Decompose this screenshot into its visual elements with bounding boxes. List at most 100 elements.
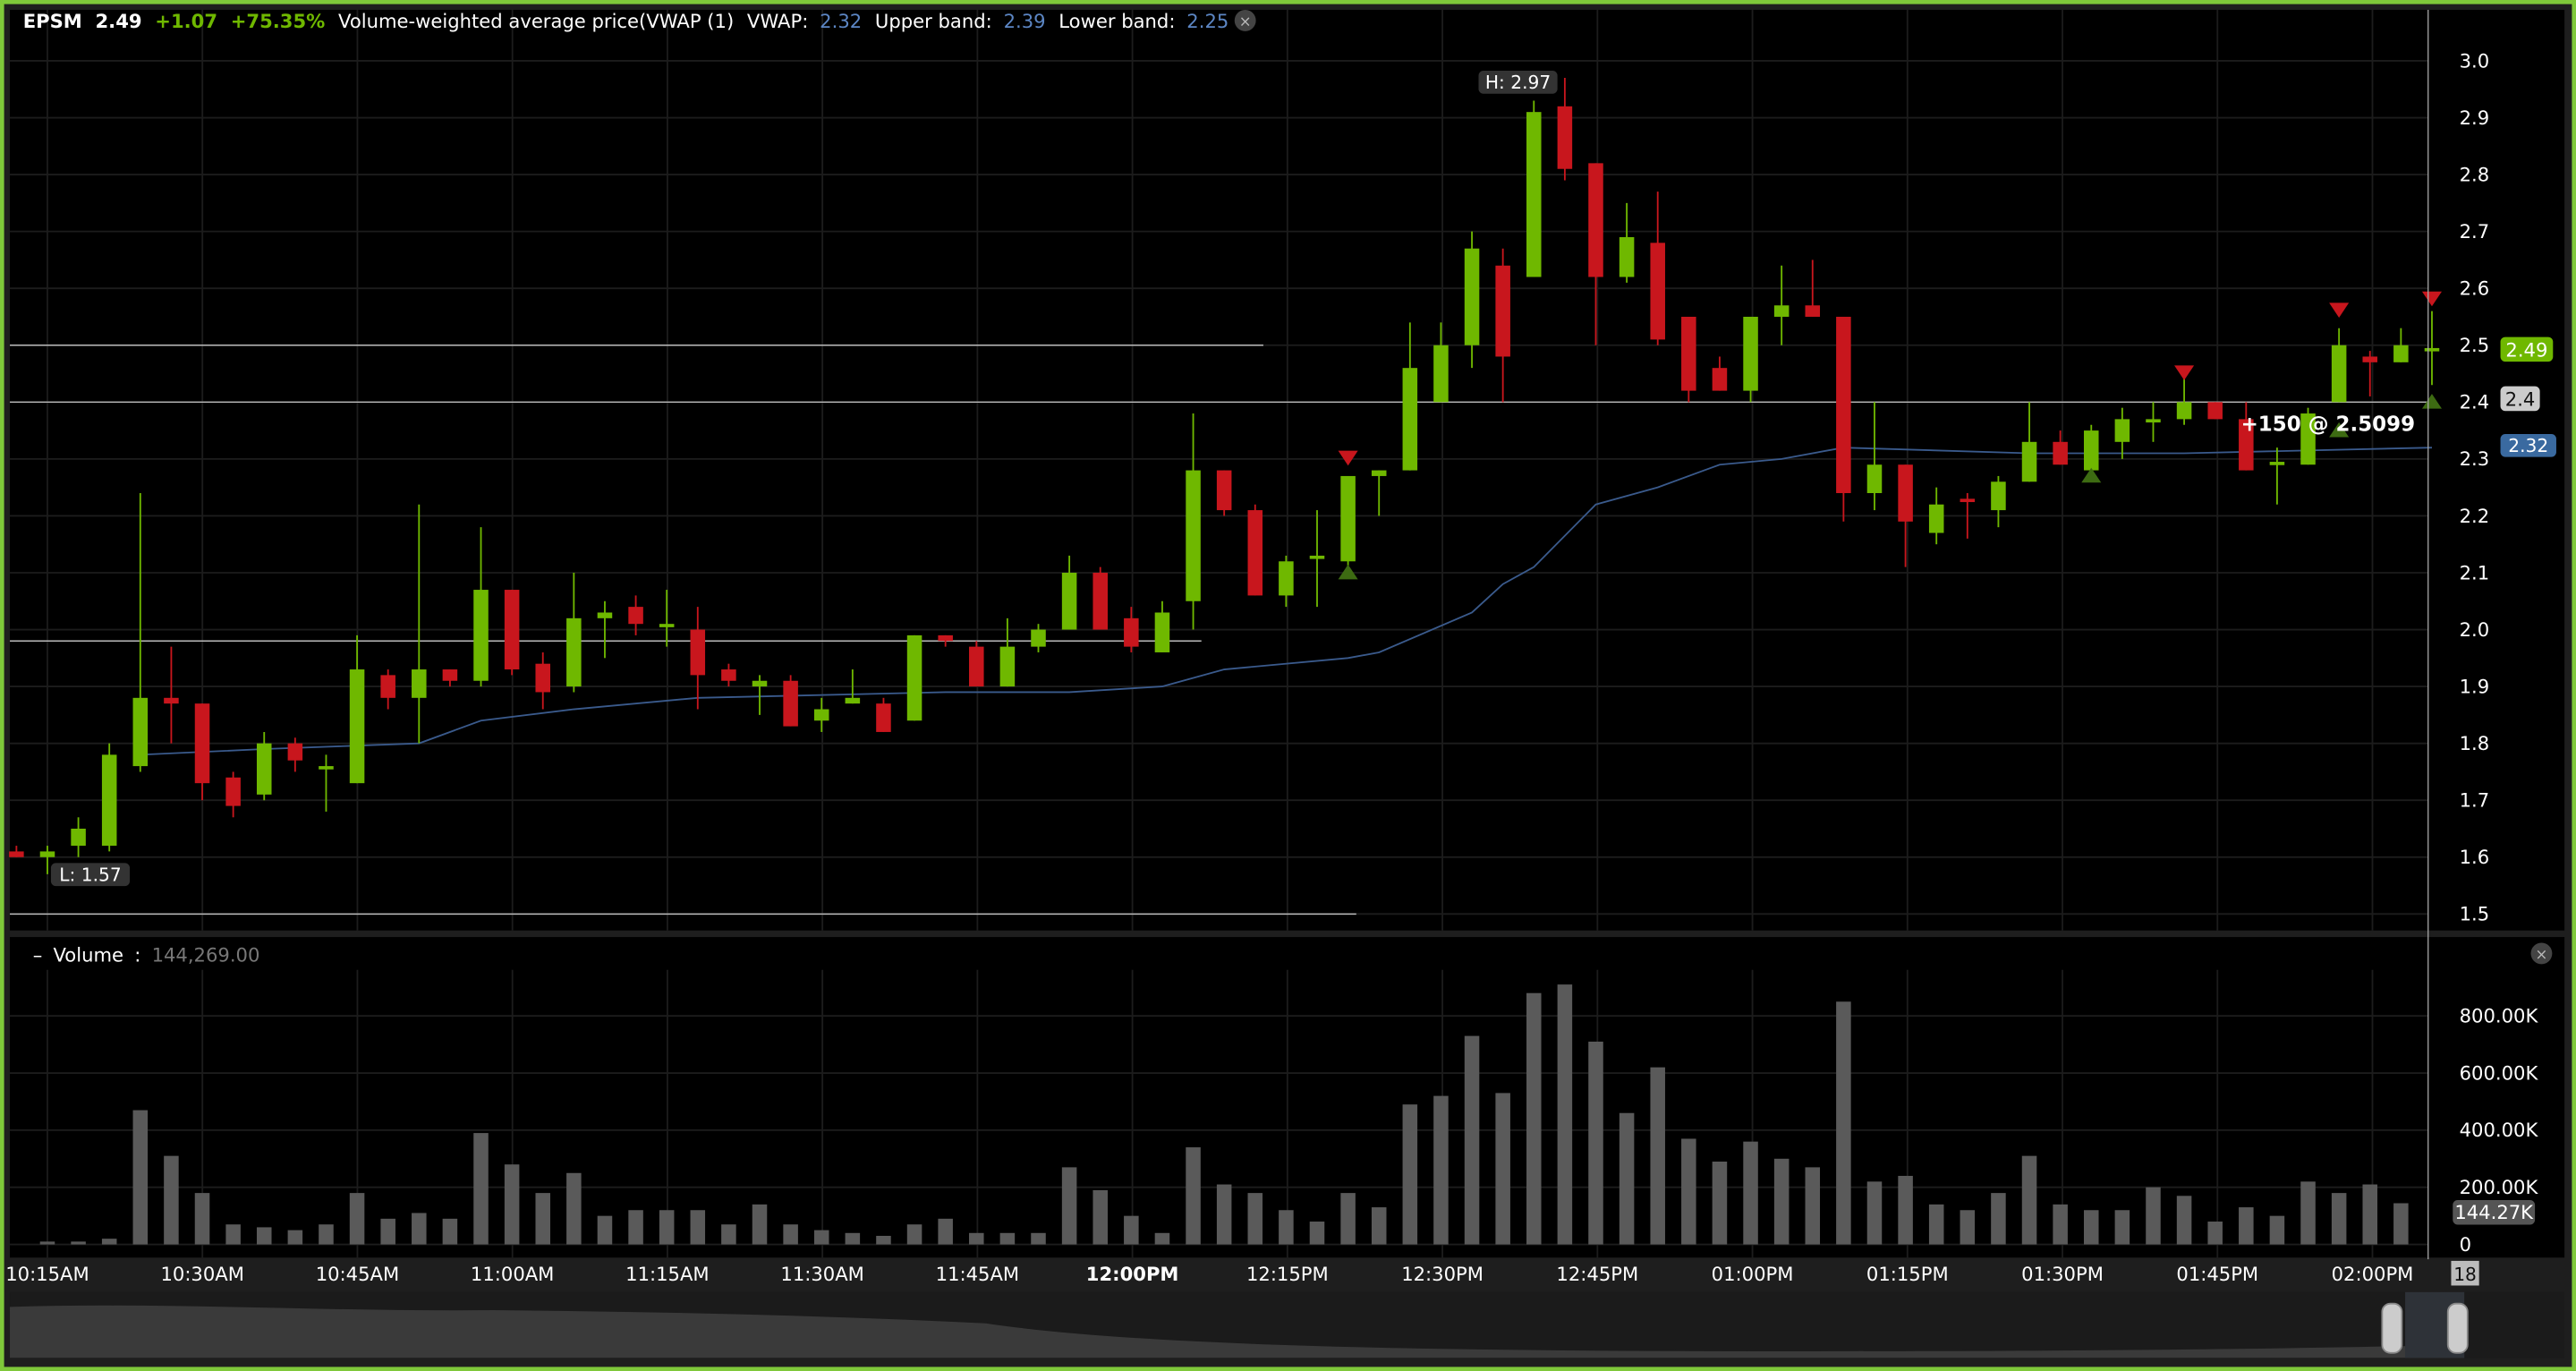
price-tick-label: 1.6 — [2460, 846, 2490, 868]
volume-bar — [2207, 1222, 2223, 1245]
upper-band-label: Upper band: — [875, 10, 992, 32]
volume-value: 144,269.00 — [152, 944, 260, 967]
volume-bar — [101, 1239, 117, 1245]
candle-body — [1681, 316, 1696, 391]
vwap-value: 2.32 — [820, 10, 862, 32]
candle-body — [39, 851, 55, 857]
candle-body — [1309, 555, 1325, 559]
volume-bar — [1991, 1193, 2006, 1245]
candle-body — [349, 669, 365, 784]
navigator[interactable] — [10, 1291, 2565, 1358]
price-tick-label: 3.0 — [2460, 49, 2490, 72]
navigator-area — [10, 1305, 2465, 1358]
trade-markers — [1338, 291, 2442, 580]
candle — [1279, 555, 1294, 608]
candle-body — [319, 766, 334, 770]
volume-bar — [845, 1232, 861, 1245]
candle — [2146, 402, 2161, 442]
candle — [225, 771, 241, 818]
remove-volume-button[interactable]: × — [2530, 942, 2553, 965]
candle — [504, 590, 520, 676]
candle-body — [1866, 464, 1883, 494]
grid — [10, 10, 2428, 1260]
volume-bar — [566, 1172, 582, 1245]
volume-bar — [1124, 1215, 1139, 1245]
candle-body — [1743, 316, 1758, 391]
candle — [1960, 493, 1976, 539]
time-tick-label: 11:30AM — [780, 1263, 863, 1285]
candle-body — [1279, 561, 1294, 596]
candle-body — [2083, 430, 2099, 471]
volume-bar — [1619, 1112, 1635, 1245]
volume-bar — [1866, 1181, 1883, 1245]
candle — [1836, 316, 1851, 522]
volume-tick-label: 800.00K — [2460, 1005, 2539, 1027]
candle — [1495, 248, 1510, 403]
candle-body — [380, 675, 395, 698]
candle-body — [1495, 265, 1510, 357]
candle — [1526, 100, 1542, 277]
candle — [876, 697, 891, 732]
volume-bar — [690, 1210, 706, 1245]
volume-tick-label: 600.00K — [2460, 1061, 2539, 1084]
candle-body — [1898, 464, 1913, 522]
candle — [412, 504, 427, 744]
volume-bar — [1526, 992, 1542, 1245]
candle-body — [2424, 347, 2440, 352]
candle — [783, 675, 798, 727]
candles — [9, 78, 2440, 874]
change: +1.07 — [155, 10, 217, 32]
volume-bar — [2300, 1181, 2316, 1245]
price-tick-label: 1.5 — [2460, 903, 2490, 925]
change-percent: +75.35% — [231, 10, 326, 32]
candle-body — [535, 663, 551, 693]
navigator-right-handle[interactable] — [2446, 1302, 2469, 1354]
candle-body — [566, 617, 582, 687]
candle — [1928, 487, 1944, 545]
candle-body — [1960, 498, 1976, 503]
volume-bar — [1557, 984, 1573, 1245]
candle-body — [2207, 402, 2223, 420]
volume-bar — [1898, 1175, 1913, 1245]
price-tick-label: 1.9 — [2460, 675, 2490, 697]
candle — [194, 703, 210, 801]
candle — [71, 817, 86, 857]
candle — [845, 669, 861, 704]
symbol: EPSM — [23, 10, 82, 32]
candle-body — [2021, 441, 2037, 482]
candle — [2239, 402, 2254, 471]
navigator-left-handle[interactable] — [2381, 1302, 2403, 1354]
volume-bar — [2239, 1207, 2254, 1245]
remove-study-button[interactable]: × — [1234, 10, 1256, 31]
volume-bar — [752, 1204, 768, 1245]
last-price: 2.49 — [96, 10, 142, 32]
buy-marker-icon — [2421, 394, 2442, 409]
position-label: +150 @ 2.5099 — [2241, 413, 2415, 436]
candle-body — [71, 828, 86, 847]
time-tick-label: 01:15PM — [1866, 1263, 1949, 1285]
candle-body — [2146, 419, 2161, 423]
volume-bar — [1712, 1161, 1728, 1245]
candle — [1031, 624, 1046, 652]
candle — [938, 634, 953, 647]
buy-marker-icon — [2081, 467, 2102, 483]
time-tick-label: 11:15AM — [625, 1263, 709, 1285]
volume-bar — [2393, 1203, 2409, 1245]
volume-bar — [1340, 1193, 1356, 1245]
candle-body — [1836, 316, 1851, 494]
volume-bar — [319, 1224, 334, 1245]
svg-text:2.32: 2.32 — [2508, 435, 2548, 456]
volume-bar — [906, 1224, 922, 1245]
candle-body — [813, 709, 829, 721]
close-icon: × — [1239, 13, 1252, 30]
candle-body — [442, 669, 458, 681]
volume-bar — [473, 1133, 489, 1245]
volume-bar — [1216, 1184, 1232, 1245]
time-tick-label: 10:15AM — [5, 1263, 89, 1285]
candle-body — [1526, 112, 1542, 277]
candle — [690, 607, 706, 710]
volume-bar — [535, 1193, 551, 1245]
svg-text:2.49: 2.49 — [2505, 339, 2547, 362]
candle — [256, 731, 272, 801]
